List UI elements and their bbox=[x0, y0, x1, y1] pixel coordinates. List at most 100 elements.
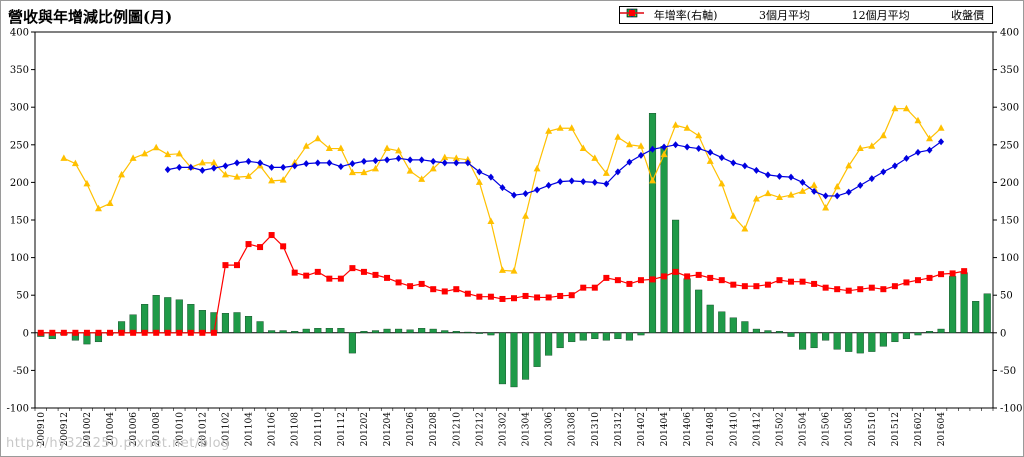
avg-3m-point bbox=[902, 104, 910, 112]
close-price-point bbox=[372, 271, 379, 278]
avg-12m-point bbox=[384, 156, 391, 164]
close-price-point bbox=[464, 290, 471, 297]
close-price-point bbox=[130, 329, 137, 336]
avg-12m-point bbox=[199, 166, 206, 174]
avg-3m-point bbox=[568, 124, 576, 131]
yoy-bar bbox=[475, 332, 483, 334]
left-axis-tick-label: 150 bbox=[10, 216, 29, 227]
avg-12m-point bbox=[868, 175, 875, 183]
left-axis-tick-label: 400 bbox=[10, 28, 29, 39]
close-price-point bbox=[926, 274, 933, 281]
x-axis-tick-label: 201202 bbox=[360, 412, 370, 446]
yoy-bar bbox=[775, 331, 784, 333]
yoy-bar bbox=[406, 329, 414, 333]
x-axis-tick-label: 201002 bbox=[83, 412, 93, 446]
avg-3m-point bbox=[383, 144, 391, 152]
avg-3m-point bbox=[60, 154, 68, 161]
yoy-bar bbox=[164, 297, 172, 333]
avg-3m-point bbox=[822, 203, 830, 211]
x-axis-tick-label: 201110 bbox=[314, 412, 324, 447]
avg-12m-point bbox=[637, 151, 644, 159]
x-axis-tick-label: 201312 bbox=[614, 412, 624, 446]
avg-3m-point bbox=[649, 176, 657, 184]
right-axis-tick-label: 200 bbox=[1000, 178, 1019, 189]
avg-12m-point bbox=[684, 143, 691, 151]
right-axis-tick-label: 250 bbox=[1000, 140, 1019, 151]
avg-12m-point bbox=[257, 159, 264, 167]
yoy-bar bbox=[256, 321, 264, 333]
yoy-bar bbox=[752, 328, 760, 334]
avg-3m-point bbox=[487, 217, 495, 225]
avg-3m-point bbox=[556, 124, 564, 131]
right-axis-tick-label: -50 bbox=[1000, 366, 1016, 377]
close-price-point bbox=[257, 244, 264, 251]
x-axis-tick-label: 201208 bbox=[429, 412, 439, 447]
avg-12m-point bbox=[822, 192, 829, 200]
legend-label-3m: 3個月平均 bbox=[758, 9, 810, 22]
left-axis-tick-label: 350 bbox=[10, 65, 29, 76]
yoy-bar bbox=[360, 331, 368, 333]
avg-3m-point bbox=[233, 173, 241, 180]
avg-12m-point bbox=[280, 163, 287, 171]
avg-3m-point bbox=[498, 266, 506, 273]
avg-12m-point bbox=[661, 143, 668, 151]
avg-12m-point bbox=[730, 159, 737, 167]
yoy-bar bbox=[371, 330, 380, 334]
avg-3m-point bbox=[775, 193, 783, 200]
close-price-point bbox=[961, 268, 968, 275]
close-price-point bbox=[672, 268, 679, 275]
avg-12m-point bbox=[522, 190, 529, 198]
left-axis-tick-label: 250 bbox=[10, 140, 29, 151]
avg-3m-point bbox=[833, 182, 841, 190]
yoy-bar bbox=[464, 331, 472, 334]
close-price-point bbox=[545, 294, 552, 301]
avg-3m-point bbox=[302, 142, 310, 149]
avg-12m-point bbox=[880, 168, 887, 176]
avg-12m-point bbox=[557, 178, 564, 186]
avg-3m-point bbox=[118, 170, 126, 178]
yoy-bar bbox=[395, 328, 403, 334]
close-price-point bbox=[72, 329, 79, 336]
watermark: http://hy321250.pixnet.net/blog bbox=[6, 436, 230, 451]
yoy-bar bbox=[960, 272, 968, 334]
x-axis-tick-label: 201410 bbox=[729, 412, 739, 447]
close-price-point bbox=[476, 293, 483, 300]
yoy-bar bbox=[314, 328, 322, 333]
yoy-bar bbox=[302, 328, 310, 334]
avg-3m-point bbox=[926, 134, 934, 142]
avg-3m-point bbox=[291, 158, 299, 166]
close-price-point bbox=[303, 272, 310, 279]
yoy-bar bbox=[787, 332, 795, 337]
close-price-point bbox=[176, 329, 183, 336]
close-price-point bbox=[268, 232, 275, 239]
x-axis-tick-label: 201006 bbox=[129, 412, 139, 447]
avg-3m-point bbox=[799, 187, 807, 194]
avg-3m-point bbox=[418, 175, 426, 182]
avg-3m-point bbox=[83, 179, 91, 187]
avg-12m-point bbox=[580, 178, 587, 186]
avg-12m-point bbox=[349, 160, 356, 168]
close-price-point bbox=[857, 286, 864, 293]
avg-12m-point bbox=[360, 157, 367, 165]
close-price-point bbox=[107, 329, 114, 336]
avg-12m-point bbox=[626, 158, 633, 166]
yoy-bar bbox=[521, 332, 530, 380]
close-price-point bbox=[949, 270, 956, 277]
yoy-bar bbox=[799, 332, 807, 350]
avg-3m-point bbox=[579, 144, 587, 152]
yoy-bar bbox=[510, 332, 518, 388]
yoy-bar bbox=[925, 331, 934, 333]
close-price-point bbox=[834, 286, 841, 293]
close-price-point bbox=[568, 292, 575, 299]
close-price-point bbox=[580, 284, 587, 291]
close-price-point bbox=[384, 274, 391, 281]
close-price-point bbox=[845, 287, 852, 294]
avg-12m-point bbox=[741, 162, 748, 170]
left-axis-tick-label: -100 bbox=[7, 404, 29, 415]
yoy-bar bbox=[822, 332, 830, 341]
close-price-point bbox=[534, 294, 541, 301]
x-axis-tick-label: 201102 bbox=[221, 412, 231, 446]
avg-12m-point bbox=[834, 192, 841, 200]
close-price-point bbox=[914, 277, 921, 284]
yoy-bar bbox=[937, 328, 945, 334]
